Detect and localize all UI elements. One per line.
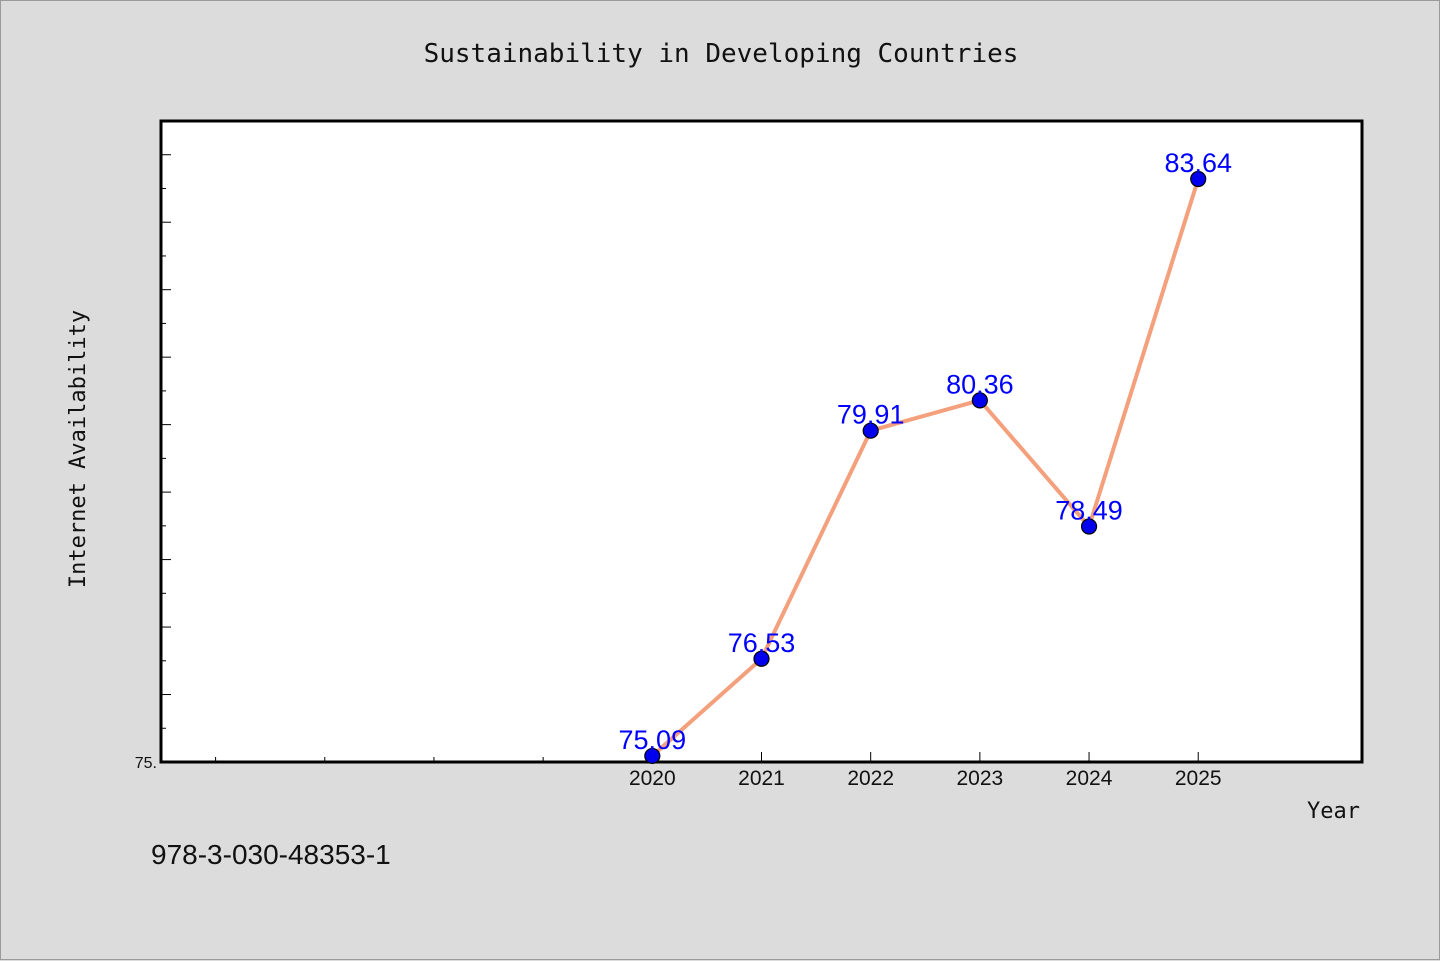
x-tick-label: 2024 [1066, 767, 1113, 790]
data-point [644, 747, 661, 765]
data-label: 76.53 [728, 628, 796, 658]
series-line [650, 178, 1201, 758]
data-point [753, 650, 770, 667]
data-label: 78.49 [1055, 496, 1123, 526]
data-point [1190, 170, 1207, 188]
isbn-text: 978-3-030-48353-1 [151, 839, 391, 870]
x-tick-label: 2025 [1175, 767, 1222, 790]
y-tick-label: 75. [135, 755, 157, 772]
data-label: 79.91 [837, 400, 905, 430]
x-axis-ticks: 2020 2021 2022 2023 2024 2025 [629, 752, 1222, 790]
data-point [1080, 518, 1098, 535]
data-label: 75.09 [619, 725, 687, 755]
x-axis-label: Year [1307, 799, 1360, 824]
data-label: 83.64 [1164, 148, 1232, 178]
y-axis-ticks: 75. [135, 755, 157, 772]
chart-title: Sustainability in Developing Countries [424, 39, 1019, 69]
minor-ticks [161, 120, 544, 762]
x-tick-label: 2021 [738, 767, 785, 790]
y-axis-label: Internet Availability [66, 310, 91, 588]
series-group: 75.09 76.53 79.91 80.36 78.49 83.64 [619, 148, 1232, 765]
x-tick-label: 2020 [629, 767, 676, 790]
data-point [862, 422, 879, 439]
x-tick-label: 2023 [957, 767, 1004, 790]
x-tick-label: 2022 [847, 767, 894, 790]
data-label: 80.36 [946, 369, 1014, 399]
data-point [971, 392, 988, 409]
